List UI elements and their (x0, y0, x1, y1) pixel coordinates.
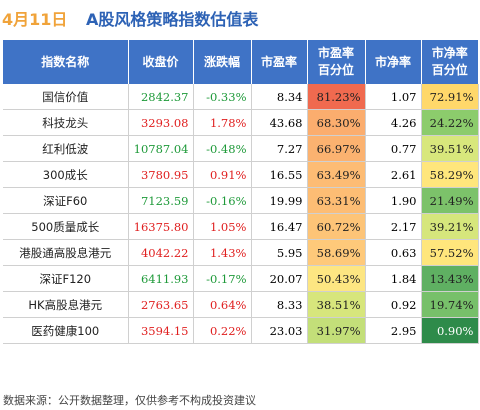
pb-ratio: 0.77 (365, 135, 422, 162)
pb-percentile: 0.90% (421, 317, 479, 344)
index-name: 500质量成长 (3, 213, 129, 240)
valuation-table: 指数名称 收盘价 涨跌幅 市盈率 市盈率 百分位 市净率 市净率 百分位 国信价… (3, 40, 479, 344)
change-pct: -0.17% (193, 265, 252, 292)
table-row[interactable]: 300成长 3780.95 0.91% 16.55 63.49% 2.61 58.29% (3, 161, 479, 188)
change-pct: 0.22% (193, 317, 252, 344)
col-header-pb-pct[interactable]: 市净率 百分位 (421, 40, 478, 84)
change-pct: 1.43% (193, 239, 252, 266)
close-price: 6411.93 (128, 265, 194, 292)
pb-ratio: 1.07 (365, 84, 422, 110)
pe-percentile: 68.30% (307, 109, 366, 136)
close-price: 7123.59 (128, 187, 194, 214)
pe-percentile: 50.43% (307, 265, 366, 292)
close-price: 3594.15 (128, 317, 194, 344)
close-price: 4042.22 (128, 239, 194, 266)
table-row[interactable]: 深证F120 6411.93 -0.17% 20.07 50.43% 1.84 13.43% (3, 265, 479, 292)
pb-percentile: 58.29% (421, 161, 479, 188)
title-bar: 4月11日 A股风格策略指数估值表 (0, 0, 480, 36)
change-pct: 0.91% (193, 161, 252, 188)
pe-percentile: 66.97% (307, 135, 366, 162)
table-row[interactable]: 科技龙头 3293.08 1.78% 43.68 68.30% 4.26 24.22% (3, 109, 479, 136)
index-name: 300成长 (3, 161, 129, 188)
pb-ratio: 1.84 (365, 265, 422, 292)
header-row: 指数名称 收盘价 涨跌幅 市盈率 市盈率 百分位 市净率 市净率 百分位 (3, 40, 478, 84)
pb-ratio: 1.90 (365, 187, 422, 214)
pb-ratio: 2.95 (365, 317, 422, 344)
index-name: 深证F120 (3, 265, 129, 292)
table-row[interactable]: 红利低波 10787.04 -0.48% 7.27 66.97% 0.77 39.51% (3, 135, 479, 162)
pe-ratio: 20.07 (251, 265, 308, 292)
index-name: 医药健康100 (3, 317, 129, 344)
close-price: 3780.95 (128, 161, 194, 188)
page-title: A股风格策略指数估值表 (86, 10, 259, 29)
pb-ratio: 4.26 (365, 109, 422, 136)
close-price: 2842.37 (128, 84, 194, 110)
table-row[interactable]: HK高股息港元 2763.65 0.64% 8.33 38.51% 0.92 19.74% (3, 291, 479, 318)
close-price: 2763.65 (128, 291, 194, 318)
pb-percentile: 24.22% (421, 109, 479, 136)
change-pct: 1.78% (193, 109, 252, 136)
pb-percentile: 21.49% (421, 187, 479, 214)
index-name: 港股通高股息港元 (3, 239, 129, 266)
pb-percentile: 13.43% (421, 265, 479, 292)
table-row[interactable]: 医药健康100 3594.15 0.22% 23.03 31.97% 2.95 0.90% (3, 317, 479, 344)
close-price: 16375.80 (128, 213, 194, 240)
pe-ratio: 23.03 (251, 317, 308, 344)
change-pct: -0.16% (193, 187, 252, 214)
pe-ratio: 43.68 (251, 109, 308, 136)
col-header-change[interactable]: 涨跌幅 (193, 40, 252, 84)
change-pct: 1.05% (193, 213, 252, 240)
pe-ratio: 16.55 (251, 161, 308, 188)
index-name: 深证F60 (3, 187, 129, 214)
pb-percentile: 72.91% (421, 84, 479, 110)
pe-percentile: 81.23% (307, 84, 366, 110)
pb-ratio: 0.63 (365, 239, 422, 266)
col-header-pe[interactable]: 市盈率 (251, 40, 308, 84)
pe-percentile: 31.97% (307, 317, 366, 344)
table-row[interactable]: 国信价值 2842.37 -0.33% 8.34 81.23% 1.07 72.91% (3, 84, 479, 110)
index-name: HK高股息港元 (3, 291, 129, 318)
pe-ratio: 5.95 (251, 239, 308, 266)
change-pct: 0.64% (193, 291, 252, 318)
pb-ratio: 0.92 (365, 291, 422, 318)
pe-percentile: 60.72% (307, 213, 366, 240)
index-name: 科技龙头 (3, 109, 129, 136)
col-header-pb[interactable]: 市净率 (365, 40, 422, 84)
pb-percentile: 39.51% (421, 135, 479, 162)
change-pct: -0.48% (193, 135, 252, 162)
table-row[interactable]: 港股通高股息港元 4042.22 1.43% 5.95 58.69% 0.63 57.52% (3, 239, 479, 266)
pe-percentile: 38.51% (307, 291, 366, 318)
pe-ratio: 16.47 (251, 213, 308, 240)
index-name: 国信价值 (3, 84, 129, 110)
pb-ratio: 2.17 (365, 213, 422, 240)
pe-percentile: 63.31% (307, 187, 366, 214)
pb-percentile: 19.74% (421, 291, 479, 318)
pe-ratio: 7.27 (251, 135, 308, 162)
col-header-name[interactable]: 指数名称 (3, 40, 129, 84)
index-name: 红利低波 (3, 135, 129, 162)
pe-percentile: 63.49% (307, 161, 366, 188)
pe-ratio: 8.33 (251, 291, 308, 318)
footer-note: 数据来源：公开数据整理，仅供参考不构成投资建议 (3, 394, 256, 407)
pe-ratio: 8.34 (251, 84, 308, 110)
table-row[interactable]: 深证F60 7123.59 -0.16% 19.99 63.31% 1.90 21.49% (3, 187, 479, 214)
table-row[interactable]: 500质量成长 16375.80 1.05% 16.47 60.72% 2.17 39.21… (3, 213, 479, 240)
date-title: 4月11日 (2, 10, 68, 29)
pb-percentile: 57.52% (421, 239, 479, 266)
pb-ratio: 2.61 (365, 161, 422, 188)
pe-ratio: 19.99 (251, 187, 308, 214)
pe-percentile: 58.69% (307, 239, 366, 266)
col-header-close[interactable]: 收盘价 (128, 40, 194, 84)
col-header-pe-pct[interactable]: 市盈率 百分位 (307, 40, 366, 84)
pb-percentile: 39.21% (421, 213, 479, 240)
close-price: 10787.04 (128, 135, 194, 162)
change-pct: -0.33% (193, 84, 252, 110)
close-price: 3293.08 (128, 109, 194, 136)
